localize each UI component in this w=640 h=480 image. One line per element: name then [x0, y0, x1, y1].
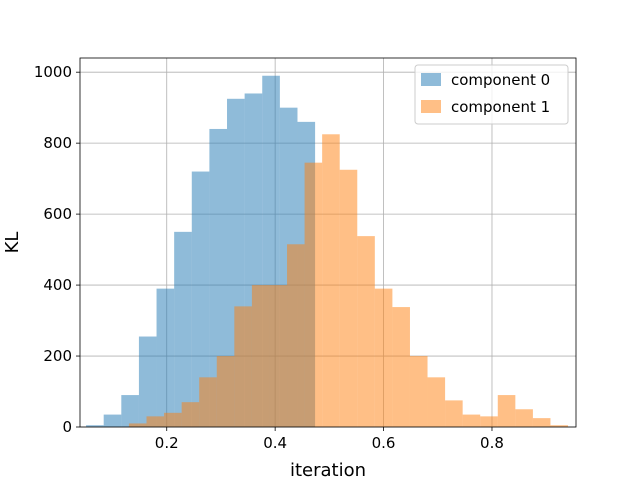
legend: component 0 component 1	[414, 64, 569, 125]
legend-swatch-component-1	[421, 100, 441, 113]
bar-component-1-13	[357, 236, 375, 427]
component-1-bars	[128, 134, 569, 428]
y-tick-label-2: 400	[43, 276, 72, 294]
bar-component-0-4	[156, 288, 175, 427]
bar-component-1-6	[234, 306, 252, 427]
y-tick-label-3: 600	[43, 205, 72, 223]
bar-component-1-3	[181, 402, 200, 427]
legend-box	[414, 64, 569, 125]
legend-label-component-1: component 1	[451, 98, 550, 116]
bar-component-1-12	[339, 169, 358, 428]
x-tick-label-2: 0.6	[372, 434, 396, 452]
bar-component-1-2	[164, 412, 182, 427]
bar-component-0-6	[191, 171, 210, 427]
bar-component-1-0	[128, 423, 147, 427]
y-tick-label-0: 0	[62, 418, 72, 436]
bar-component-1-22	[515, 409, 533, 427]
y-tick-label-5: 1000	[34, 63, 72, 81]
bar-component-0-1	[103, 414, 122, 427]
x-tick-label-3: 0.8	[480, 434, 504, 452]
bar-component-1-17	[427, 377, 446, 427]
x-axis-label: iteration	[290, 460, 366, 480]
bar-component-1-18	[445, 400, 463, 427]
y-axis-label: KL	[2, 232, 23, 254]
bar-component-1-5	[216, 356, 235, 427]
bar-component-0-5	[174, 231, 192, 427]
bar-component-0-2	[121, 395, 139, 427]
plot-frame	[79, 57, 577, 428]
x-axis-ticks: 0.2 0.4 0.6 0.8	[155, 427, 504, 452]
x-tick-label-0: 0.2	[155, 434, 179, 452]
bar-component-1-1	[146, 416, 165, 427]
bar-component-1-16	[409, 356, 428, 427]
bar-component-1-11	[322, 134, 340, 427]
bar-component-1-10	[304, 162, 323, 427]
x-tick-label-1: 0.4	[263, 434, 287, 452]
bar-component-1-8	[269, 285, 288, 427]
bar-component-1-24	[550, 425, 569, 427]
bar-component-1-15	[392, 307, 410, 427]
bar-component-1-19	[462, 414, 481, 427]
bar-component-1-9	[287, 244, 305, 427]
bar-component-1-14	[374, 288, 393, 427]
bar-component-1-7	[251, 285, 270, 427]
y-tick-label-4: 800	[43, 134, 72, 152]
legend-label-component-0: component 0	[451, 71, 550, 89]
legend-swatch-component-0	[421, 73, 441, 86]
y-tick-label-1: 200	[43, 347, 72, 365]
y-axis-ticks: 0 200 400 600 800 1000	[34, 63, 80, 436]
bar-component-0-7	[209, 128, 228, 427]
bar-component-1-23	[532, 418, 551, 427]
bar-component-0-0	[86, 425, 104, 427]
bar-component-0-3	[138, 336, 157, 427]
bar-component-1-20	[480, 416, 498, 427]
bar-component-1-21	[497, 395, 516, 427]
bar-component-1-4	[199, 377, 217, 427]
